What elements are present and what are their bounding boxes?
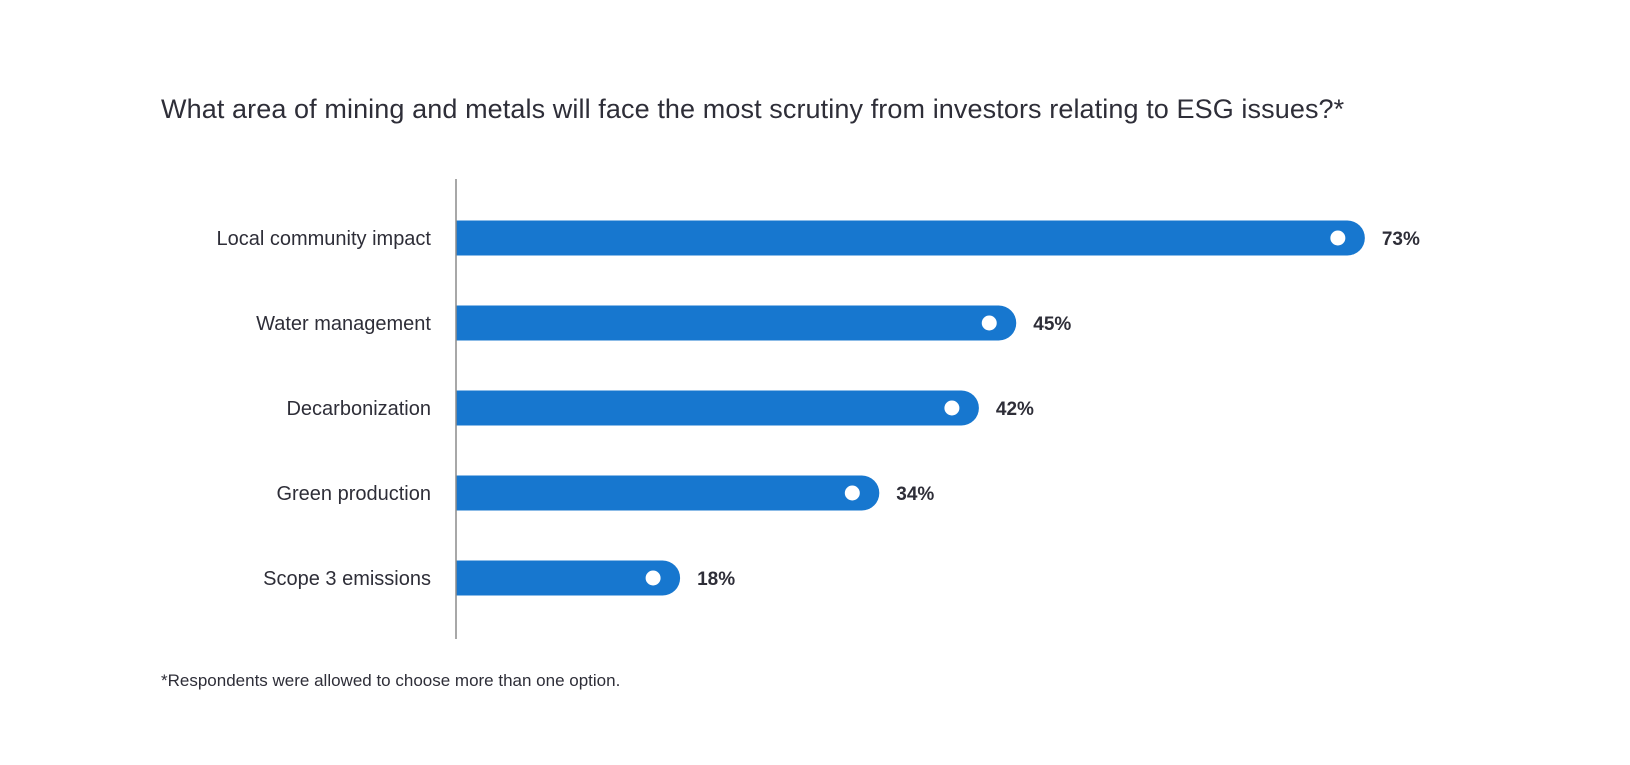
bar-group: Scope 3 emissions 18%	[263, 560, 735, 596]
bar	[456, 475, 880, 511]
value-label: 34%	[896, 484, 934, 505]
bar	[456, 560, 681, 596]
bar-end-marker	[1330, 230, 1346, 246]
category-label: Local community impact	[216, 228, 431, 250]
bar-end-marker	[645, 570, 661, 586]
bar	[456, 390, 979, 426]
bar-end-marker	[944, 400, 960, 416]
bar-end-marker	[981, 315, 997, 331]
value-label: 18%	[697, 569, 735, 590]
category-label: Water management	[256, 313, 431, 335]
value-label: 73%	[1382, 229, 1420, 250]
category-label: Scope 3 emissions	[263, 568, 431, 590]
category-label: Decarbonization	[286, 398, 431, 420]
category-label: Green production	[276, 483, 431, 505]
bar	[456, 305, 1017, 341]
bar-group: Water management 45%	[256, 305, 1071, 341]
value-label: 45%	[1033, 314, 1071, 335]
chart-title: What area of mining and metals will face…	[161, 94, 1345, 124]
value-label: 42%	[996, 399, 1034, 420]
bar-group: Decarbonization 42%	[286, 390, 1034, 426]
bar-group: Green production 34%	[276, 475, 934, 511]
bars-layer: Local community impact 73% Water managemen…	[216, 220, 1420, 596]
chart-footnote: *Respondents were allowed to choose more…	[161, 671, 621, 690]
bar-end-marker	[844, 485, 860, 501]
bar-group: Local community impact 73%	[216, 220, 1420, 256]
bar	[456, 220, 1365, 256]
